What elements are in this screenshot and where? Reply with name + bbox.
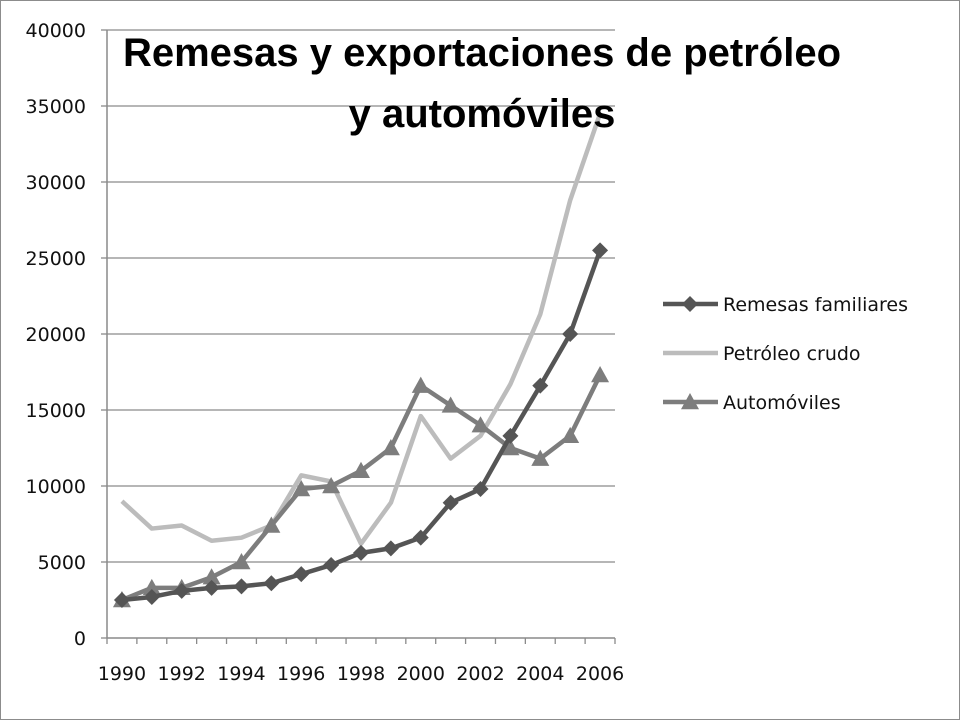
data-point-0-1992 [173, 582, 190, 599]
legend-item-1: Petróleo crudo [663, 343, 861, 365]
data-point-2-2002 [471, 416, 490, 433]
data-point-0-1996 [293, 566, 310, 583]
y-tick-labels: 0 5000 10000 15000 20000 25000 30000 35000 40000 [26, 20, 86, 650]
y-tick-10000: 10000 [26, 476, 86, 498]
y-tick-25000: 25000 [26, 248, 86, 270]
gridlines [107, 29, 615, 563]
data-point-0-1991 [143, 588, 160, 605]
data-point-2-1998 [352, 461, 370, 478]
legend-item-2: Automóviles [663, 392, 841, 414]
data-point-2-1991 [142, 578, 161, 596]
data-point-0-1990 [113, 592, 130, 608]
data-point-2-2004 [531, 449, 550, 466]
data-point-2-2006 [591, 366, 610, 383]
y-tick-40000: 40000 [26, 20, 86, 42]
data-point-2-2005 [561, 426, 580, 444]
y-tick-35000: 35000 [26, 96, 86, 118]
series-1 [120, 112, 603, 547]
data-point-0-1993 [203, 579, 220, 596]
data-point-0-2001 [442, 494, 459, 511]
x-tick-2002: 2002 [456, 663, 504, 685]
data-point-0-1999 [382, 540, 399, 557]
legend: Remesas familiares Petróleo crudo Automóvi… [663, 294, 908, 414]
data-point-2-1995 [262, 516, 281, 533]
chart-title-line2: y automóviles [349, 92, 616, 136]
data-point-0-2002 [472, 481, 489, 498]
data-point-0-2004 [532, 377, 549, 394]
x-tick-2000: 2000 [397, 663, 445, 685]
data-point-0-2006 [592, 242, 609, 259]
x-tick-2006: 2006 [576, 663, 624, 685]
legend-label-2: Automóviles [723, 392, 841, 414]
legend-item-0: Remesas familiares [663, 294, 908, 316]
legend-marker-2 [681, 393, 699, 410]
data-point-0-2003 [502, 427, 519, 444]
data-point-2-1996 [292, 480, 311, 497]
series-layer [112, 112, 610, 608]
x-tick-1998: 1998 [337, 663, 385, 685]
data-point-0-1994 [233, 578, 250, 595]
data-point-2-1993 [202, 568, 221, 585]
x-tick-1990: 1990 [98, 663, 146, 685]
series-line-1 [120, 112, 603, 547]
data-point-0-2000 [412, 529, 429, 546]
x-tick-1992: 1992 [158, 663, 206, 685]
legend-label-1: Petróleo crudo [723, 343, 861, 365]
x-tick-labels: 1990 1992 1994 1996 1998 2000 2002 2004 2006 [98, 663, 624, 685]
x-tick-1994: 1994 [217, 663, 265, 685]
legend-label-0: Remesas familiares [723, 294, 908, 316]
y-tick-0: 0 [74, 628, 86, 650]
x-tick-1996: 1996 [277, 663, 325, 685]
data-point-0-1998 [353, 544, 369, 561]
chart-title-line1: Remesas y exportaciones de petróleo [123, 31, 841, 75]
data-point-0-2005 [562, 326, 579, 342]
data-point-2-1994 [232, 553, 251, 570]
data-point-2-2000 [411, 376, 430, 393]
y-tick-5000: 5000 [38, 552, 86, 574]
axes [101, 29, 616, 644]
data-point-2-1999 [381, 439, 400, 456]
y-tick-15000: 15000 [26, 400, 86, 422]
data-point-0-1995 [263, 575, 280, 592]
y-tick-20000: 20000 [26, 324, 86, 346]
data-point-2-2003 [501, 439, 520, 456]
series-0 [113, 242, 609, 608]
y-tick-30000: 30000 [26, 172, 86, 194]
x-tick-2004: 2004 [516, 663, 564, 685]
data-point-2-2001 [441, 396, 460, 413]
legend-marker-0 [682, 296, 698, 312]
data-point-0-1997 [323, 557, 340, 574]
data-point-2-1997 [322, 477, 341, 494]
